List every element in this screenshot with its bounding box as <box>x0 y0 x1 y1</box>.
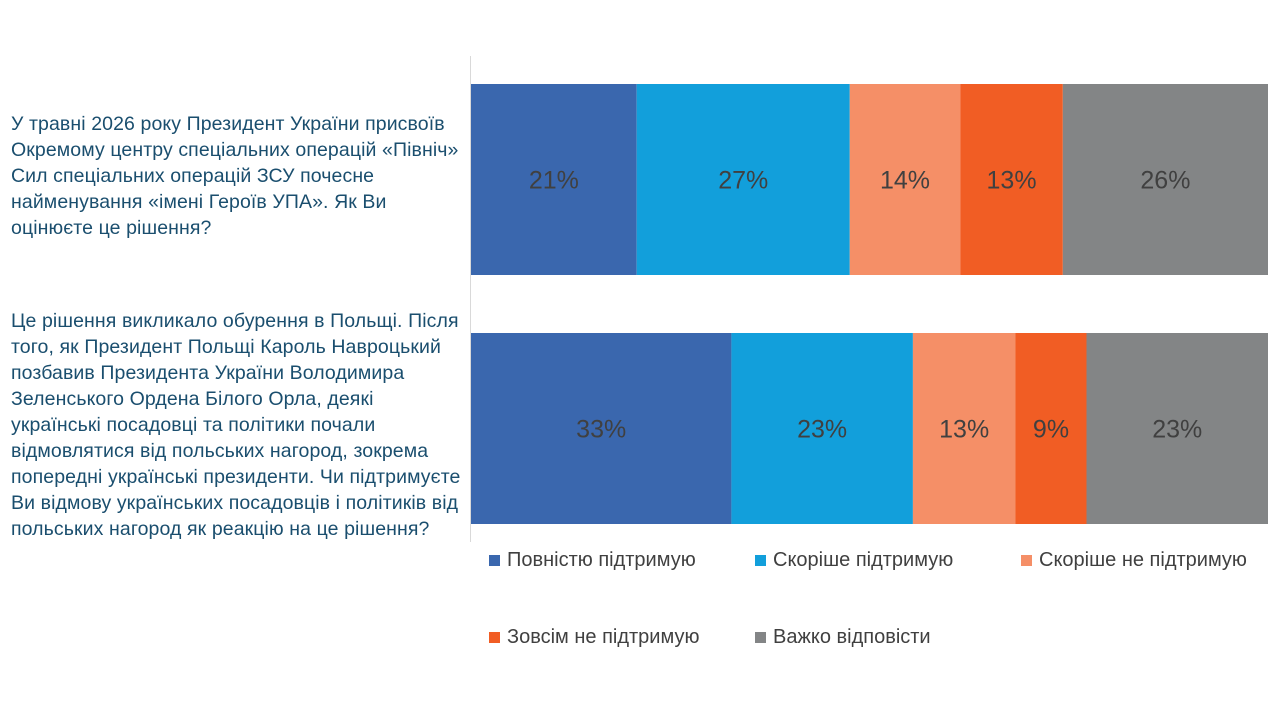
data-label-q2-s3: 13% <box>939 416 989 444</box>
question-2-label: Це рішення викликало обурення в Польщі. … <box>11 310 461 540</box>
legend-label: Повністю підтримую <box>507 549 696 571</box>
bar-segment-q2-s4 <box>1015 333 1087 524</box>
bar-segment-q1-s5 <box>1062 84 1268 275</box>
legend-swatch-icon <box>755 632 766 643</box>
data-label-q2-s1: 33% <box>576 416 626 444</box>
data-label-q2-s4: 9% <box>1033 416 1069 444</box>
data-label-q1-s3: 14% <box>880 167 930 195</box>
legend-item-rather-not-support: Скоріше не підтримую <box>1021 549 1247 572</box>
bar-segment-q1-s3 <box>849 84 961 275</box>
legend-swatch-icon <box>1021 555 1032 566</box>
bar-segment-q2-s5 <box>1086 333 1268 524</box>
data-label-q2-s2: 23% <box>797 416 847 444</box>
legend-swatch-icon <box>489 555 500 566</box>
data-label-q1-s5: 26% <box>1140 167 1190 195</box>
bar-segment-q1-s1 <box>471 84 637 275</box>
legend-label: Скоріше підтримую <box>773 549 954 571</box>
data-label-q2-s5: 23% <box>1152 416 1202 444</box>
legend-label: Зовсім не підтримую <box>507 626 700 648</box>
legend-label: Скоріше не підтримую <box>1039 549 1247 571</box>
bar-segment-q1-s2 <box>636 84 850 275</box>
bar-segment-q2-s3 <box>912 333 1016 524</box>
legend-item-not-support-at-all: Зовсім не підтримую <box>489 626 699 649</box>
legend-label: Важко відповісти <box>773 626 931 648</box>
legend-swatch-icon <box>489 632 500 643</box>
bar-segment-q2-s1 <box>471 333 732 524</box>
legend-item-fully-support: Повністю підтримую <box>489 549 696 572</box>
bar-segment-q1-s4 <box>960 84 1063 275</box>
data-label-q1-s1: 21% <box>529 167 579 195</box>
data-label-q1-s2: 27% <box>718 167 768 195</box>
question-1-label: У травні 2026 року Президент України при… <box>11 113 459 239</box>
bar-segment-q2-s2 <box>731 333 913 524</box>
legend-item-rather-support: Скоріше підтримую <box>755 549 953 572</box>
data-label-q1-s4: 13% <box>987 167 1037 195</box>
category-axis-line <box>470 56 471 542</box>
legend-item-hard-to-say: Важко відповісти <box>755 626 931 649</box>
legend-swatch-icon <box>755 555 766 566</box>
